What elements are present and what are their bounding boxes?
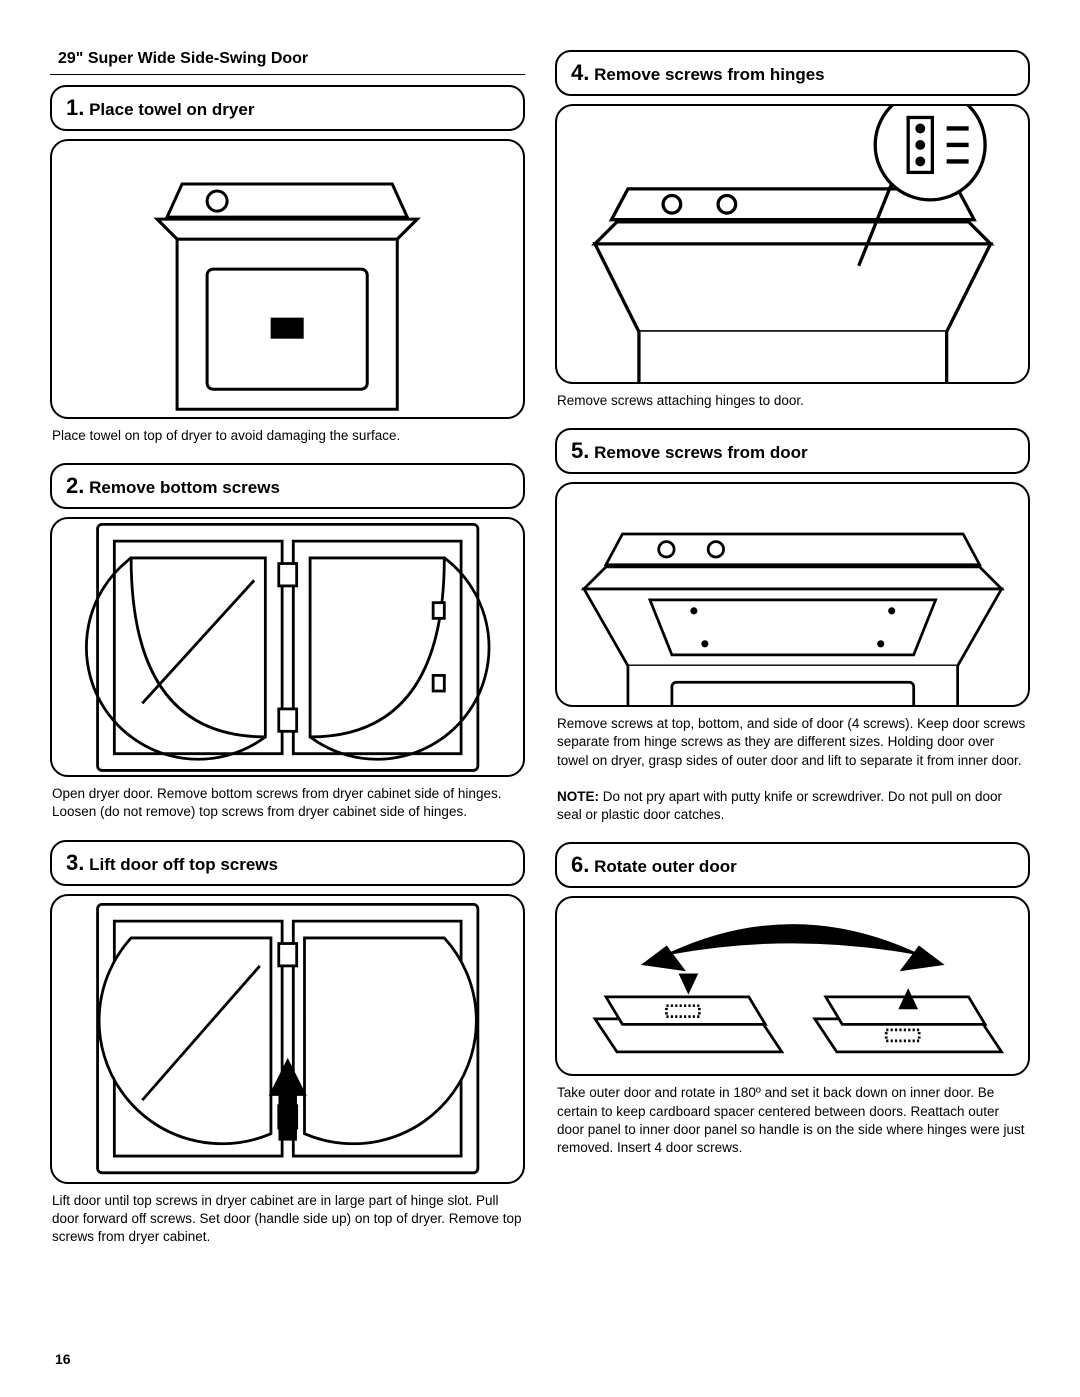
step-title: Remove screws from door [594,443,808,462]
caption-text: Remove screws at top, bottom, and side o… [557,716,1025,767]
note-text: Do not pry apart with putty knife or scr… [557,789,1002,822]
illustration-step-6 [555,896,1030,1076]
left-column: 29" Super Wide Side-Swing Door 1. Place … [50,50,525,1264]
illustration-step-3 [50,894,525,1184]
step-header-3: 3. Lift door off top screws [50,840,525,886]
step-number: 4. [571,60,589,85]
page-number: 16 [55,1351,71,1367]
right-column: 4. Remove screws from hinges [555,50,1030,1264]
note-step-5: NOTE: Do not pry apart with putty knife … [555,788,1030,824]
step-header-2: 2. Remove bottom screws [50,463,525,509]
illustration-step-5 [555,482,1030,707]
illustration-step-2 [50,517,525,777]
step-header-6: 6. Rotate outer door [555,842,1030,888]
illustration-step-4 [555,104,1030,384]
step-title: Remove bottom screws [89,478,280,497]
caption-step-5: Remove screws at top, bottom, and side o… [555,715,1030,770]
illustration-step-1 [50,139,525,419]
caption-step-4: Remove screws attaching hinges to door. [555,392,1030,410]
step-title: Remove screws from hinges [594,65,825,84]
note-label: NOTE: [557,789,599,804]
step-number: 3. [66,850,84,875]
caption-step-2: Open dryer door. Remove bottom screws fr… [50,785,525,821]
step-title: Rotate outer door [594,857,737,876]
page-columns: 29" Super Wide Side-Swing Door 1. Place … [50,50,1030,1264]
step-number: 6. [571,852,589,877]
step-title: Place towel on dryer [89,100,254,119]
step-number: 1. [66,95,84,120]
caption-step-3: Lift door until top screws in dryer cabi… [50,1192,525,1247]
step-number: 5. [571,438,589,463]
caption-step-1: Place towel on top of dryer to avoid dam… [50,427,525,445]
step-number: 2. [66,473,84,498]
section-divider [50,74,525,75]
section-title: 29" Super Wide Side-Swing Door [50,50,525,68]
step-title: Lift door off top screws [89,855,278,874]
step-header-1: 1. Place towel on dryer [50,85,525,131]
step-header-4: 4. Remove screws from hinges [555,50,1030,96]
caption-step-6: Take outer door and rotate in 180º and s… [555,1084,1030,1157]
step-header-5: 5. Remove screws from door [555,428,1030,474]
